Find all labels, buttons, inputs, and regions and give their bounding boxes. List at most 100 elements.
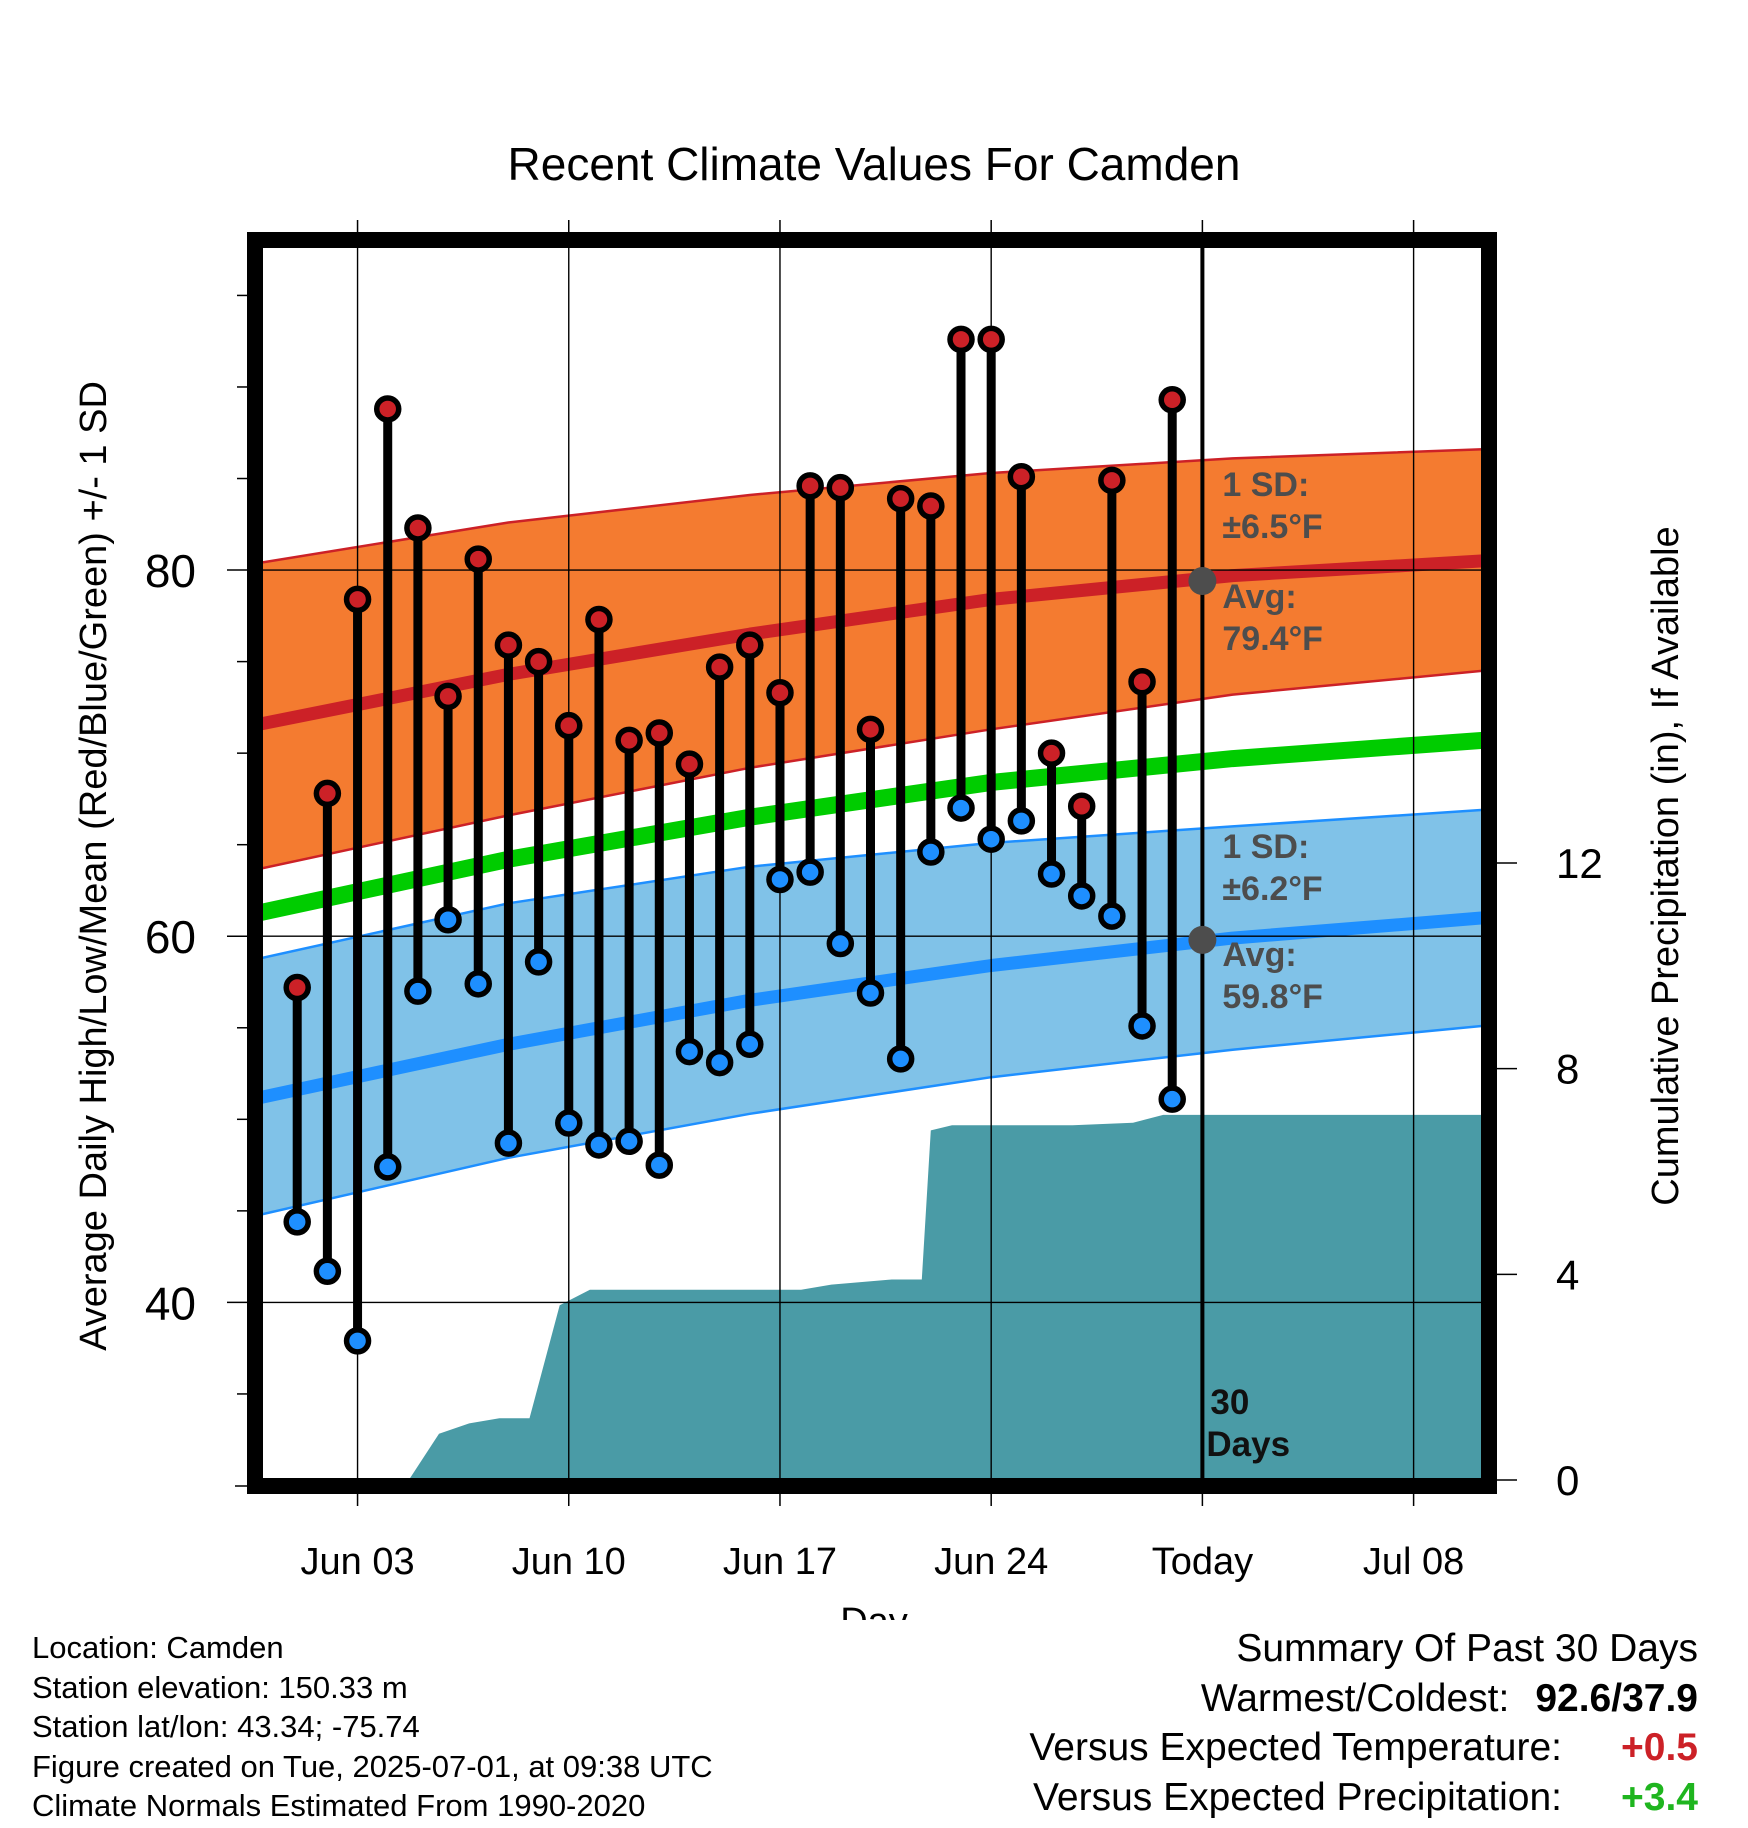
high-sd-annotation: 1 SD: ±6.5°F xyxy=(1222,466,1322,546)
high-point xyxy=(675,750,704,778)
x-axis-label: Day xyxy=(840,1601,908,1620)
low-avg-annotation-line: 59.8°F xyxy=(1222,978,1323,1016)
info-latlon: Station lat/lon: 43.34; -75.74 xyxy=(32,1709,420,1744)
info-elevation: Station elevation: 150.33 m xyxy=(32,1669,408,1705)
high-point xyxy=(555,711,583,740)
high-avg-annotation: Avg: 79.4°F xyxy=(1222,578,1323,658)
low-point xyxy=(917,838,945,866)
high-point xyxy=(1007,462,1036,491)
chart-axes: Recent Climate Values For Camden Jun 03 Ju… xyxy=(73,138,1687,1620)
low-point xyxy=(373,1153,402,1181)
high-point xyxy=(313,779,342,808)
low-point xyxy=(1128,1012,1156,1040)
high-point xyxy=(434,682,462,711)
high-point xyxy=(615,726,643,755)
summary-temp-row: Versus Expected Temperature: +0.5 xyxy=(1029,1723,1698,1773)
high-point xyxy=(524,647,553,676)
low-point xyxy=(947,794,975,822)
high-point xyxy=(826,473,855,502)
low-point xyxy=(555,1109,583,1137)
low-point xyxy=(404,977,432,1005)
low-point xyxy=(313,1257,342,1286)
summary-temp-label: Versus Expected Temperature: xyxy=(1029,1726,1562,1769)
summary-precip-row: Versus Expected Precipitation: +3.4 xyxy=(1029,1773,1698,1823)
high-avg-annotation-line: Avg: xyxy=(1222,578,1296,616)
high-normal-line xyxy=(261,554,1483,731)
high-point xyxy=(886,484,915,513)
x-tick-label: Today xyxy=(1152,1541,1253,1583)
summary-warmest-label: Warmest/Coldest: xyxy=(1200,1676,1510,1720)
low-point xyxy=(675,1037,704,1066)
summary-warmest-value: 92.6/37.9 xyxy=(1535,1676,1698,1720)
high-point xyxy=(736,631,764,659)
window-annotation: 30 Days xyxy=(1206,1383,1290,1464)
low-lower-sd-line xyxy=(261,1024,1483,1216)
high-point xyxy=(494,631,523,659)
high-sd-annotation-line: ±6.5°F xyxy=(1222,508,1322,546)
low-point xyxy=(615,1127,643,1156)
x-tick-label: Jul 08 xyxy=(1363,1541,1464,1583)
high-point xyxy=(343,585,372,614)
low-point xyxy=(343,1327,372,1355)
x-tick-label: Jun 10 xyxy=(512,1541,626,1583)
high-point xyxy=(1158,386,1186,414)
info-normals: Climate Normals Estimated From 1990-2020 xyxy=(32,1788,646,1823)
low-point xyxy=(494,1129,523,1157)
window-annotation-line: 30 xyxy=(1210,1383,1249,1422)
low-point xyxy=(766,865,794,894)
high-point xyxy=(705,653,734,681)
summary-warmest-row: Warmest/Coldest: 92.6/37.9 xyxy=(1029,1674,1698,1724)
low-avg-marker xyxy=(1188,925,1217,954)
info-created: Figure created on Tue, 2025-07-01, at 09… xyxy=(32,1748,713,1784)
low-point xyxy=(856,979,885,1007)
window-annotation-line: Days xyxy=(1206,1425,1290,1464)
y-axis-label: Average Daily High/Low/Mean (Red/Blue/Gr… xyxy=(73,381,115,1351)
y2-tick-label: 12 xyxy=(1556,840,1603,887)
high-point xyxy=(1037,739,1066,767)
low-avg-annotation: Avg: 59.8°F xyxy=(1222,936,1323,1016)
plot-area: 1 SD: ±6.5°F Avg: 79.4°F 1 SD: ±6.2°F Avg: 59.8… xyxy=(261,246,1483,1480)
low-sd-annotation: 1 SD: ±6.2°F xyxy=(1222,828,1322,908)
high-upper-sd-line xyxy=(261,447,1483,564)
y-tick-label: 60 xyxy=(145,911,196,963)
low-point xyxy=(977,825,1005,853)
high-avg-annotation-line: 79.4°F xyxy=(1222,620,1323,658)
high-point xyxy=(283,973,311,1002)
x-tick-label: Jun 24 xyxy=(934,1541,1048,1583)
high-point xyxy=(1098,466,1126,495)
y-tick-label: 40 xyxy=(145,1277,196,1329)
low-point xyxy=(1037,860,1066,888)
low-point xyxy=(434,906,462,934)
high-point xyxy=(1128,667,1156,696)
low-point xyxy=(796,858,824,886)
high-point xyxy=(1067,792,1096,820)
low-point xyxy=(1007,807,1036,835)
y2-tick-label: 0 xyxy=(1556,1457,1579,1504)
chart-title: Recent Climate Values For Camden xyxy=(508,138,1241,190)
high-point xyxy=(977,325,1005,354)
x-tick-label: Jun 03 xyxy=(301,1541,415,1583)
low-point xyxy=(1098,902,1126,930)
low-point xyxy=(826,929,855,958)
high-point xyxy=(856,715,885,744)
summary-title: Summary Of Past 30 Days xyxy=(1236,1627,1698,1670)
summary-panel: Summary Of Past 30 Days Warmest/Coldest:… xyxy=(1029,1624,1698,1822)
info-location: Location: Camden xyxy=(32,1630,284,1665)
low-point xyxy=(585,1131,613,1159)
low-point xyxy=(283,1208,311,1236)
low-point xyxy=(886,1045,915,1073)
low-point xyxy=(524,948,553,976)
low-sd-annotation-line: ±6.2°F xyxy=(1222,870,1322,908)
high-point xyxy=(796,472,824,500)
station-info: Location: Camden Station elevation: 150.… xyxy=(32,1628,713,1826)
low-point xyxy=(1067,882,1096,910)
high-point xyxy=(766,678,794,707)
high-point xyxy=(917,492,945,520)
summary-precip-value: +3.4 xyxy=(1621,1775,1698,1819)
low-sd-annotation-line: 1 SD: xyxy=(1222,828,1309,866)
precipitation-area xyxy=(408,1114,1483,1480)
summary-temp-value: +0.5 xyxy=(1621,1726,1698,1769)
high-point xyxy=(645,719,674,747)
high-point xyxy=(585,605,613,634)
low-point xyxy=(1158,1085,1186,1113)
